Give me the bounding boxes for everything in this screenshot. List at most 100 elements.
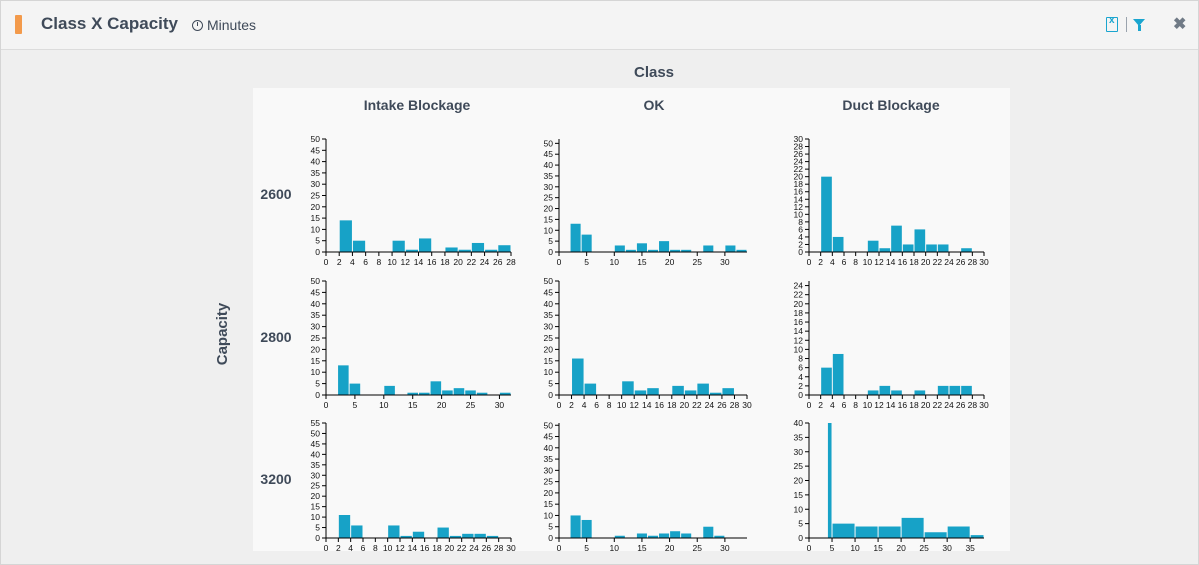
x-tick-label: 22	[467, 257, 477, 267]
histogram-bar	[961, 248, 972, 252]
y-tick-label: 10	[311, 224, 321, 234]
y-tick-label: 30	[311, 179, 321, 189]
histogram-bar	[832, 523, 855, 538]
x-tick-label: 30	[742, 400, 752, 410]
x-tick-label: 12	[401, 257, 411, 267]
x-tick-label: 0	[324, 543, 329, 553]
histogram-bar	[924, 532, 947, 538]
excel-export-icon[interactable]	[1106, 15, 1118, 32]
histogram-bar	[670, 531, 681, 538]
y-tick-label: 40	[311, 449, 321, 459]
x-tick-label: 30	[942, 543, 952, 553]
histogram-bar	[462, 533, 474, 538]
histogram-bar	[672, 385, 684, 395]
x-tick-label: 18	[909, 257, 919, 267]
x-tick-label: 0	[557, 257, 562, 267]
y-tick-label: 14	[794, 194, 804, 204]
x-tick-label: 28	[968, 257, 978, 267]
y-tick-label: 0	[798, 533, 803, 543]
histogram-bar	[419, 238, 432, 252]
y-tick-label: 40	[794, 418, 804, 428]
x-tick-label: 0	[807, 543, 812, 553]
histogram-bar	[388, 525, 400, 538]
x-tick-label: 28	[730, 400, 740, 410]
y-tick-label: 0	[315, 390, 320, 400]
y-tick-label: 25	[311, 333, 321, 343]
x-tick-label: 26	[493, 257, 503, 267]
y-tick-label: 50	[544, 276, 554, 286]
x-tick-label: 25	[693, 543, 703, 553]
x-tick-label: 20	[680, 400, 690, 410]
histogram-bar	[419, 392, 430, 395]
x-tick-label: 28	[968, 400, 978, 410]
y-tick-label: 15	[311, 213, 321, 223]
y-tick-label: 10	[544, 225, 554, 235]
y-tick-label: 30	[544, 322, 554, 332]
y-tick-label: 35	[544, 171, 554, 181]
histogram-bar	[384, 385, 395, 395]
x-tick-label: 4	[830, 257, 835, 267]
x-tick-label: 8	[376, 257, 381, 267]
y-tick-label: 40	[544, 160, 554, 170]
y-tick-label: 20	[544, 488, 554, 498]
x-tick-label: 10	[850, 543, 860, 553]
x-tick-label: 20	[921, 400, 931, 410]
histogram-bar	[725, 245, 736, 252]
x-tick-label: 4	[350, 257, 355, 267]
y-tick-label: 2	[798, 381, 803, 391]
x-tick-label: 30	[495, 400, 505, 410]
y-tick-label: 4	[798, 232, 803, 242]
y-tick-label: 25	[311, 191, 321, 201]
y-tick-label: 0	[798, 247, 803, 257]
y-tick-label: 25	[544, 333, 554, 343]
x-tick-label: 4	[830, 400, 835, 410]
close-icon[interactable]: ✖	[1173, 16, 1187, 33]
x-tick-label: 20	[921, 257, 931, 267]
histogram-bar	[498, 245, 511, 252]
y-tick-label: 15	[311, 356, 321, 366]
accent-bar	[15, 15, 22, 34]
filter-icon[interactable]	[1133, 19, 1145, 31]
x-tick-label: 8	[853, 400, 858, 410]
histogram-bar	[659, 533, 670, 538]
histogram-bar	[947, 526, 970, 538]
x-tick-label: 14	[642, 400, 652, 410]
widget-title: Class X Capacity	[41, 14, 179, 33]
x-tick-label: 16	[898, 400, 908, 410]
histogram-bar	[961, 385, 972, 395]
column-header: Duct Blockage	[842, 97, 939, 113]
y-tick-label: 10	[794, 344, 804, 354]
histogram-bar	[722, 388, 734, 395]
y-tick-label: 40	[311, 299, 321, 309]
histogram-bar	[926, 244, 937, 252]
y-tick-label: 24	[794, 281, 804, 291]
x-tick-label: 20	[453, 257, 463, 267]
y-tick-label: 45	[311, 439, 321, 449]
x-tick-label: 26	[482, 543, 492, 553]
y-tick-label: 4	[798, 372, 803, 382]
histogram-bar	[499, 392, 511, 395]
histogram-bar	[901, 517, 924, 538]
histogram-bar	[736, 249, 747, 252]
histogram-bar	[400, 535, 412, 538]
x-tick-label: 30	[979, 400, 989, 410]
y-tick-label: 0	[315, 247, 320, 257]
histogram-bar	[949, 385, 961, 395]
x-tick-label: 18	[667, 400, 677, 410]
y-tick-label: 15	[544, 499, 554, 509]
y-tick-label: 55	[311, 418, 321, 428]
x-tick-label: 30	[720, 543, 730, 553]
histogram-bar	[625, 249, 636, 252]
histogram-bar	[405, 249, 418, 252]
histogram-bar	[684, 390, 697, 395]
y-tick-label: 15	[544, 356, 554, 366]
histogram-bar	[647, 535, 659, 538]
x-tick-label: 16	[420, 543, 430, 553]
histogram-bar	[449, 535, 462, 538]
x-tick-label: 12	[629, 400, 639, 410]
x-tick-label: 10	[617, 400, 627, 410]
x-tick-label: 22	[933, 257, 943, 267]
y-tick-label: 25	[794, 461, 804, 471]
x-tick-label: 18	[432, 543, 442, 553]
x-tick-label: 10	[863, 400, 873, 410]
